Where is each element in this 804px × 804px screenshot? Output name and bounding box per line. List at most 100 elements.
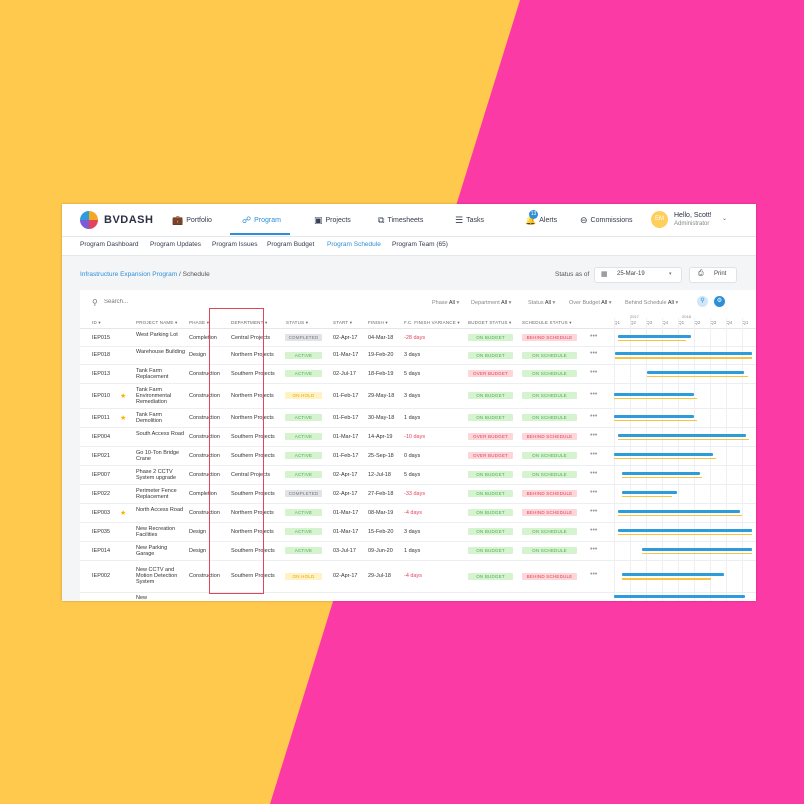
table-row[interactable]: IEP035 New Recreation Facilities Design Nor… — [80, 522, 756, 542]
col-status[interactable]: STATUS ▾ — [286, 320, 309, 325]
gantt-forecast-bar[interactable] — [622, 471, 700, 475]
nav-projects[interactable]: ▣ Projects — [314, 215, 351, 226]
row-project-name[interactable]: West Parking Lot — [136, 331, 178, 338]
subnav-program-budget[interactable]: Program Budget — [267, 241, 315, 248]
table-row[interactable]: IEP010 ★ Tank Farm Environmental Remediati… — [80, 383, 756, 409]
col-phase[interactable]: PHASE ▾ — [189, 320, 210, 325]
col-finish[interactable]: FINISH ▾ — [368, 320, 388, 325]
star-icon[interactable]: ★ — [120, 392, 127, 400]
row-project-name[interactable]: New — [136, 595, 148, 601]
col-department[interactable]: DEPARTMENT ▾ — [231, 320, 268, 325]
hierarchy-icon: ☍ — [242, 215, 252, 225]
breadcrumb-program-link[interactable]: Infrastructure Expansion Program — [80, 271, 178, 278]
table-row[interactable]: IEP003 ★ North Access Road Construction Nort… — [80, 503, 756, 523]
filter-behind-schedule[interactable]: Behind Schedule All ▾ — [625, 300, 679, 306]
gantt-forecast-bar[interactable] — [641, 547, 752, 551]
table-row[interactable]: IEP013 Tank Farm Replacement Construction S… — [80, 364, 756, 384]
table-row[interactable]: IEP015 West Parking Lot Completion Central … — [80, 329, 756, 347]
nav-tasks[interactable]: ☰ Tasks — [455, 215, 484, 226]
row-more-options-icon[interactable]: ••• — [590, 368, 598, 376]
gantt-forecast-bar[interactable] — [618, 509, 740, 513]
gantt-forecast-bar[interactable] — [622, 490, 678, 494]
row-project-name[interactable]: Perimeter Fence Replacement — [136, 487, 177, 500]
nav-alerts[interactable]: 🔔 Alerts — [525, 215, 557, 226]
gantt-forecast-bar[interactable] — [614, 595, 746, 598]
row-more-options-icon[interactable]: ••• — [590, 332, 598, 340]
row-more-options-icon[interactable]: ••• — [590, 412, 598, 420]
subnav-program-team[interactable]: Program Team (65) — [392, 241, 448, 248]
star-icon[interactable]: ★ — [120, 414, 127, 422]
print-button[interactable]: ⎙ Print — [689, 267, 737, 283]
col-schedule-status[interactable]: SCHEDULE STATUS ▾ — [522, 320, 572, 325]
gantt-forecast-bar[interactable] — [615, 352, 752, 355]
filter-status[interactable]: Status All ▾ — [528, 300, 556, 306]
user-menu[interactable]: Hello, Scott! Administrator — [674, 212, 712, 228]
row-more-options-icon[interactable]: ••• — [590, 526, 598, 534]
col-start[interactable]: START ▾ — [333, 320, 353, 325]
row-project-name[interactable]: Tank Farm Demolition — [136, 411, 162, 424]
row-project-name[interactable]: New CCTV and Motion Detection System — [136, 567, 178, 585]
row-project-name[interactable]: New Parking Garage — [136, 544, 168, 557]
row-more-options-icon[interactable]: ••• — [590, 571, 598, 578]
col-fc-finish-variance[interactable]: F.C. FINISH VARIANCE ▾ — [404, 320, 460, 325]
row-project-name[interactable]: North Access Road — [136, 506, 184, 513]
row-project-name[interactable]: Phase 2 CCTV System upgrade — [136, 468, 177, 481]
user-avatar[interactable]: EM — [651, 211, 668, 228]
table-row[interactable]: IEP014 New Parking Garage Design Southern P… — [80, 541, 756, 561]
row-project-name[interactable]: New Recreation Facilities — [136, 525, 176, 538]
row-project-name[interactable]: Tank Farm Replacement — [136, 367, 169, 380]
table-row[interactable]: New — [80, 592, 756, 601]
row-more-options-icon[interactable]: ••• — [590, 545, 598, 553]
row-more-options-icon[interactable]: ••• — [590, 431, 598, 439]
nav-commissions[interactable]: ⊖ Commissions — [580, 215, 633, 226]
col-project-name[interactable]: PROJECT NAME ▾ — [136, 320, 178, 325]
row-project-name[interactable]: Go 10-Ton Bridge Crane — [136, 449, 180, 462]
settings-gear-icon[interactable]: ⚙ — [714, 296, 725, 307]
row-more-options-icon[interactable]: ••• — [590, 488, 598, 496]
row-department: Southern Projects — [231, 573, 275, 579]
col-budget-status[interactable]: BUDGET STATUS ▾ — [468, 320, 512, 325]
subnav-program-schedule[interactable]: Program Schedule — [327, 241, 381, 248]
gantt-forecast-bar[interactable] — [622, 573, 725, 576]
table-row[interactable]: IEP007 Phase 2 CCTV System upgrade Constru… — [80, 465, 756, 485]
col-id[interactable]: ID ▾ — [92, 320, 101, 325]
gantt-forecast-bar[interactable] — [618, 433, 747, 437]
table-row[interactable]: IEP021 Go 10-Ton Bridge Crane Construction… — [80, 446, 756, 466]
subnav-program-updates[interactable]: Program Updates — [150, 241, 201, 248]
gantt-forecast-bar[interactable] — [614, 414, 695, 418]
row-project-name[interactable]: Tank Farm Environmental Remediation — [136, 386, 172, 405]
table-row[interactable]: IEP018 Warehouse Building Design Northern P… — [80, 346, 756, 365]
chevron-down-icon[interactable]: ⌄ — [722, 216, 728, 222]
row-schedule-status-badge: ON SCHEDULE — [522, 547, 577, 554]
row-more-options-icon[interactable]: ••• — [590, 450, 598, 458]
table-row[interactable]: IEP004 South Access Road Construction South… — [80, 427, 756, 447]
table-row[interactable]: IEP002 New CCTV and Motion Detection Syst… — [80, 560, 756, 593]
subnav-program-dashboard[interactable]: Program Dashboard — [80, 241, 139, 248]
gantt-forecast-bar[interactable] — [618, 334, 692, 338]
gantt-baseline-bar — [622, 578, 711, 580]
row-more-options-icon[interactable]: ••• — [590, 390, 598, 398]
row-project-name[interactable]: South Access Road — [136, 430, 185, 437]
nav-program[interactable]: ☍ Program — [242, 215, 281, 226]
gantt-forecast-bar[interactable] — [614, 452, 714, 456]
table-row[interactable]: IEP011 ★ Tank Farm Demolition Construction N… — [80, 408, 756, 428]
table-row[interactable]: IEP022 Perimeter Fence Replacement Complet… — [80, 484, 756, 504]
filter-phase[interactable]: Phase All ▾ — [432, 300, 460, 306]
gantt-forecast-bar[interactable] — [618, 528, 752, 532]
star-icon[interactable]: ★ — [120, 509, 127, 517]
filter-over-budget[interactable]: Over Budget All ▾ — [569, 300, 612, 306]
gantt-grid-line — [694, 318, 696, 601]
row-project-name[interactable]: Warehouse Building — [136, 349, 186, 355]
row-more-options-icon[interactable]: ••• — [590, 469, 598, 477]
row-more-options-icon[interactable]: ••• — [590, 350, 598, 357]
subnav-program-issues[interactable]: Program Issues — [212, 241, 258, 248]
status-date-picker[interactable]: ▦ 25-Mar-19 ▾ — [594, 267, 682, 283]
nav-timesheets[interactable]: ⧉ Timesheets — [378, 215, 423, 226]
nav-portfolio[interactable]: 💼 Portfolio — [172, 215, 212, 226]
gantt-forecast-bar[interactable] — [614, 392, 695, 396]
row-more-options-icon[interactable]: ••• — [590, 507, 598, 515]
filter-funnel-icon[interactable]: ⚲ — [697, 296, 708, 307]
filter-department[interactable]: Department All ▾ — [471, 300, 512, 306]
gantt-forecast-bar[interactable] — [647, 370, 744, 374]
search-input[interactable] — [104, 297, 224, 307]
